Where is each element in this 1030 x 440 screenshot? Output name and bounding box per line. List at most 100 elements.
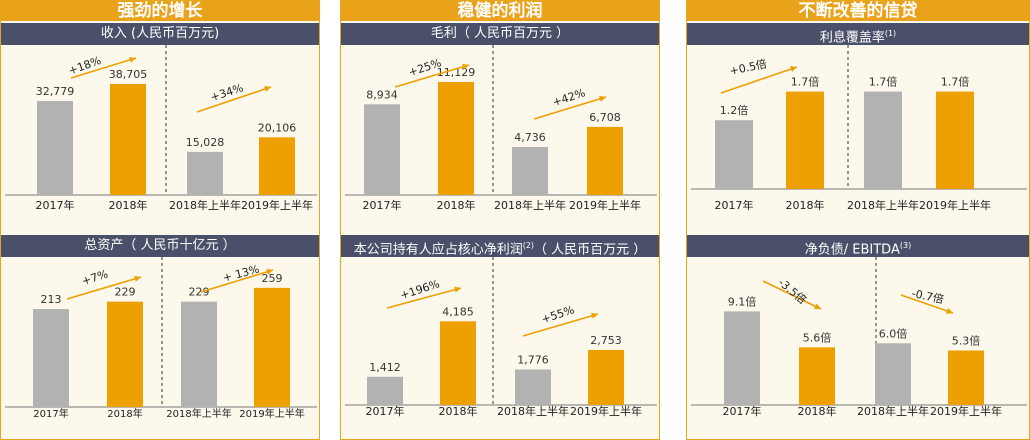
category-label: 2019年上半年	[570, 404, 642, 418]
column-growth: 强劲的增长 收入 (人民币百万元) 32,779 2017年 38,705 2018年…	[0, 0, 320, 440]
category-label: 2018年上半年	[847, 198, 919, 212]
category-label: 2019年上半年	[241, 198, 313, 212]
growth-arrow-head	[946, 308, 953, 314]
bar	[948, 350, 984, 405]
growth-annotation: -3.5倍	[776, 275, 810, 307]
category-label: 2019年上半年	[930, 404, 1002, 418]
data-label: 259	[262, 272, 283, 285]
panel-title-footnote: (2)	[522, 241, 535, 250]
category-label: 2018年上半年	[497, 404, 569, 418]
category-label: 2017年	[366, 404, 405, 418]
data-label: 11,129	[437, 66, 476, 79]
panel-title-text: 毛利（ 人民币百万元 ）	[430, 26, 570, 41]
category-label: 2018年	[107, 407, 142, 420]
growth-arrow	[394, 64, 470, 88]
category-label: 2019年上半年	[239, 407, 304, 420]
panel-title-text: 总资产（ 人民币十亿元 ）	[84, 238, 236, 253]
growth-annotation: +42%	[551, 86, 587, 109]
bar	[254, 287, 290, 407]
category-label: 2018年	[109, 198, 148, 212]
growth-arrow-head	[454, 286, 461, 293]
data-label: 6,708	[589, 111, 621, 124]
gross-profit-chart: 8,934 2017年 11,129 2018年 4,736 2018年上半年 6,708 2…	[345, 45, 657, 212]
data-label: 5.3倍	[952, 333, 981, 347]
data-label: 5.6倍	[803, 330, 832, 344]
category-label: 2018年上半年	[169, 198, 241, 212]
data-label: 229	[115, 286, 136, 299]
column-credit: 不断改善的信贷 利息覆盖率(1) 1.2倍 2017年 1.7倍 2018年 1.7倍 2…	[686, 0, 1030, 440]
data-label: 229	[189, 286, 210, 299]
bar	[786, 91, 824, 189]
bar	[724, 311, 760, 405]
category-label: 2018年	[798, 404, 837, 418]
category-label: 2018年上半年	[494, 198, 566, 212]
bar	[367, 376, 403, 405]
data-label: 213	[41, 293, 62, 306]
interest-coverage-chart: 1.2倍 2017年 1.7倍 2018年 1.7倍 2018年上半年 1.7倍 2019年上…	[691, 45, 1027, 212]
growth-arrow-head	[790, 66, 797, 72]
data-label: 1.7倍	[941, 75, 970, 89]
growth-arrow-head	[129, 56, 136, 63]
bar	[587, 126, 623, 195]
panel-title-total-assets: 总资产（ 人民币十亿元 ）	[1, 235, 319, 257]
data-label: 4,736	[514, 131, 546, 144]
growth-arrow	[66, 276, 142, 300]
panel-title-revenue: 收入 (人民币百万元)	[1, 23, 319, 45]
bar	[37, 100, 73, 195]
growth-arrow-head	[462, 63, 469, 70]
panel-title-suffix: （ 人民币百万元 ）	[534, 242, 647, 258]
bar	[512, 146, 548, 195]
bar	[187, 151, 223, 195]
bar	[588, 349, 624, 405]
revenue-chart: 32,779 2017年 38,705 2018年 15,028 2018年上半年 20,1…	[5, 45, 317, 212]
column-title: 强劲的增长	[1, 1, 319, 21]
growth-arrow-head	[264, 86, 271, 92]
data-label: 1.7倍	[869, 75, 898, 89]
growth-arrow	[720, 66, 798, 94]
growth-arrow	[900, 294, 954, 314]
growth-arrow	[762, 280, 822, 310]
bar	[33, 309, 69, 407]
panel-title-text: 本公司持有人应占核心净利润	[353, 242, 523, 258]
category-label: 2017年	[33, 407, 68, 420]
net-debt-ebitda-chart: 9.1倍 2017年 5.6倍 2018年 6.0倍 2018年上半年 5.3倍 2019年上…	[691, 257, 1027, 418]
panel-title-net-debt-ebitda: 净负债/ EBITDA(3)	[687, 235, 1029, 257]
bar	[259, 137, 295, 195]
data-label: 4,185	[442, 305, 474, 318]
growth-arrow	[196, 86, 272, 113]
category-label: 2018年	[439, 404, 478, 418]
bar	[110, 83, 146, 195]
bar	[799, 347, 835, 405]
column-profit: 稳健的利润 毛利（ 人民币百万元 ） 8,934 2017年 11,129 2018年…	[340, 0, 660, 440]
data-label: 15,028	[186, 136, 225, 149]
panel-title-footnote: (3)	[899, 241, 912, 250]
data-label: 6.0倍	[879, 326, 908, 340]
category-label: 2017年	[363, 198, 402, 212]
growth-arrow	[200, 269, 274, 293]
growth-annotation: +34%	[209, 81, 245, 104]
category-label: 2017年	[715, 198, 754, 212]
bar	[364, 104, 400, 195]
bar	[875, 343, 911, 405]
growth-arrow	[386, 287, 462, 309]
data-label: 9.1倍	[728, 294, 757, 308]
core-net-profit-chart: 1,412 2017年 4,185 2018年 1,776 2018年上半年 2,753 20…	[345, 257, 657, 418]
data-label: 20,106	[258, 121, 297, 134]
panel-title-text: 净负债/ EBITDA	[804, 242, 900, 258]
growth-arrow-head	[134, 275, 141, 282]
panel-title-gross-profit: 毛利（ 人民币百万元 ）	[341, 23, 659, 45]
growth-annotation: + 13%	[221, 263, 260, 285]
data-label: 32,779	[36, 85, 75, 98]
growth-arrow-head	[814, 303, 821, 310]
category-label: 2018年	[437, 198, 476, 212]
growth-arrow	[70, 57, 137, 79]
data-label: 2,753	[590, 334, 622, 347]
panel-title-core-net-profit: 本公司持有人应占核心净利润(2)（ 人民币百万元 ）	[341, 235, 659, 257]
bar	[440, 321, 476, 405]
growth-annotation: +7%	[80, 267, 109, 288]
growth-annotation: -0.7倍	[910, 286, 945, 306]
total-assets-chart: 213 2017年 229 2018年 229 2018年上半年 259 2019年上半年 +7…	[5, 257, 317, 420]
category-label: 2017年	[723, 404, 762, 418]
data-label: 8,934	[366, 88, 398, 101]
column-title: 不断改善的信贷	[687, 1, 1029, 21]
